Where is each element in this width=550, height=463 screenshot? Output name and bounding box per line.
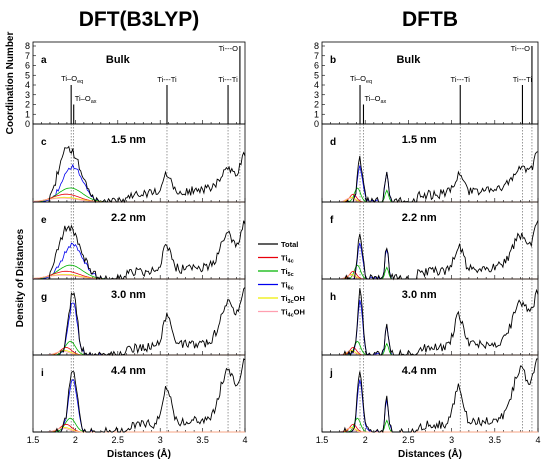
total-curve (322, 288, 539, 357)
y-tick-label: 3 (25, 90, 30, 100)
ti5c-curve (32, 187, 245, 203)
panel-letter: f (330, 215, 334, 226)
ti5c-curve (32, 264, 245, 280)
x-tick-label: 2.5 (402, 435, 415, 445)
panel-letter: h (330, 292, 336, 303)
total-curve (322, 151, 539, 204)
panel-frame (321, 41, 539, 125)
column-title: DFTB (402, 8, 458, 31)
y-tick-label: 8 (314, 41, 319, 51)
y-tick-label: 0 (314, 119, 319, 129)
panel-title: 3.0 nm (111, 289, 146, 301)
cn-stick-label: Ti–Oax (364, 94, 386, 105)
panel-title: 4.4 nm (111, 365, 146, 377)
legend-entry: Ti3cOH (281, 294, 305, 305)
panel-frame (32, 41, 246, 125)
y-tick-label: 7 (25, 51, 30, 61)
y-tick-label: 4 (314, 80, 319, 90)
y-tick-label: 1 (314, 109, 319, 119)
cn-stick-label: Ti–Oeq (350, 74, 372, 85)
y-tick-label: 2 (25, 100, 30, 110)
x-tick-label: 1.5 (27, 435, 40, 445)
panel-title: Bulk (106, 54, 131, 66)
cn-stick-label: Ti---Ti (157, 75, 177, 84)
y-tick-label: 8 (25, 41, 30, 51)
panel-letter: d (330, 137, 336, 148)
rdf-y-axis-label: Density of Distances (15, 228, 26, 327)
y-tick-label: 3 (314, 90, 319, 100)
ti4coh-curve (322, 427, 538, 433)
x-tick-label: 2 (363, 435, 368, 445)
ti4coh-curve (32, 274, 245, 280)
panel-letter: b (330, 55, 336, 66)
panel-title: 4.4 nm (402, 365, 437, 377)
panel-letter: i (41, 368, 44, 379)
y-tick-label: 6 (314, 61, 319, 71)
legend-entry: Ti4c (281, 254, 294, 265)
y-tick-label: 6 (25, 61, 30, 71)
y-tick-label: 0 (25, 119, 30, 129)
cn-stick-label: Ti---Ti (451, 75, 471, 84)
total-curve (33, 358, 246, 434)
panel-title: 1.5 nm (111, 134, 146, 146)
x-tick-label: 4 (535, 435, 540, 445)
x-tick-label: 2.5 (112, 435, 125, 445)
cn-stick-label: Ti---Ti (218, 75, 238, 84)
x-axis-label: Distances (Å) (107, 447, 171, 460)
panel-letter: c (41, 137, 47, 148)
bulk-y-axis-label: Coordination Number (5, 32, 16, 135)
panel-title: 2.2 nm (402, 212, 437, 224)
y-tick-label: 5 (25, 70, 30, 80)
legend-entry: Total (281, 240, 298, 249)
x-tick-label: 3 (449, 435, 454, 445)
x-tick-label: 2 (73, 435, 78, 445)
total-curve (33, 145, 246, 204)
y-tick-label: 1 (25, 109, 30, 119)
panel-title: 1.5 nm (402, 134, 437, 146)
panel-letter: e (41, 215, 47, 226)
panel-letter: j (329, 368, 333, 379)
total-curve (322, 220, 539, 281)
cn-stick-label: Ti---O (219, 44, 238, 53)
legend-entry: Ti5c (281, 267, 294, 278)
cn-stick-label: Ti–Oax (75, 94, 97, 105)
legend-entry: Ti4cOH (281, 308, 305, 319)
x-tick-label: 1.5 (316, 435, 329, 445)
total-curve (322, 358, 538, 433)
ti4coh-curve (32, 197, 245, 203)
y-tick-label: 7 (314, 51, 319, 61)
x-axis-label: Distances (Å) (398, 447, 462, 460)
ti5c-curve (33, 417, 245, 433)
panel-title: Bulk (396, 54, 421, 66)
cn-stick-label: Ti---O (511, 44, 530, 53)
ti4coh-curve (33, 350, 245, 356)
x-tick-label: 3.5 (196, 435, 209, 445)
panel-title: 2.2 nm (111, 212, 146, 224)
panel-title: 3.0 nm (402, 289, 437, 301)
panel-letter: g (41, 292, 47, 303)
x-tick-label: 4 (242, 435, 247, 445)
y-tick-label: 4 (25, 80, 30, 90)
x-tick-label: 3.5 (489, 435, 502, 445)
y-tick-label: 2 (314, 100, 319, 110)
legend-entry: Ti6c (281, 281, 294, 292)
total-curve (33, 287, 246, 357)
x-tick-label: 3 (158, 435, 163, 445)
cn-stick-label: Ti---Ti (513, 75, 533, 84)
ti4coh-curve (33, 427, 245, 433)
column-title: DFT(B3LYP) (79, 8, 200, 31)
y-tick-label: 5 (314, 70, 319, 80)
cn-stick-label: Ti–Oeq (61, 74, 83, 85)
panel-letter: a (41, 55, 47, 66)
total-curve (33, 220, 246, 281)
